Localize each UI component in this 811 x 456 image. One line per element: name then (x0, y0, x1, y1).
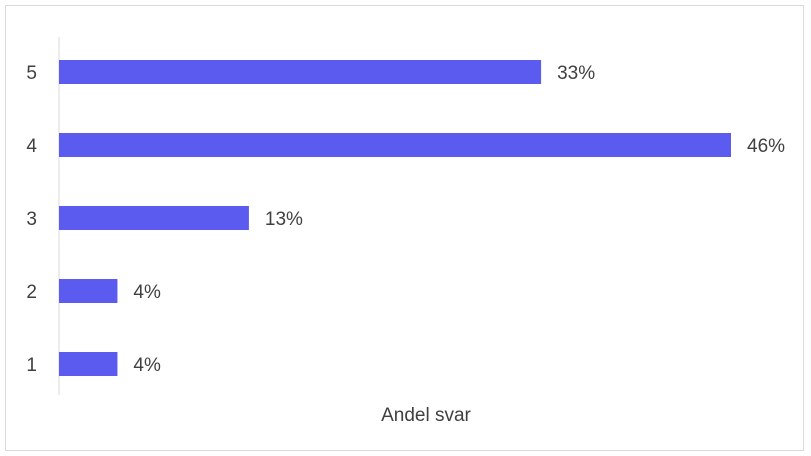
bar-4 (59, 133, 731, 157)
value-labels-group: 33% 46% 13% 4% 4% (133, 63, 785, 376)
bar-2 (59, 279, 118, 303)
category-label-3: 3 (26, 209, 37, 230)
bar-5 (59, 60, 542, 84)
category-label-1: 1 (26, 355, 37, 376)
category-label-4: 4 (26, 136, 37, 157)
category-label-5: 5 (26, 63, 37, 84)
bars-group (59, 60, 731, 376)
bar-1 (59, 352, 118, 376)
value-label-1: 4% (133, 355, 161, 376)
category-label-2: 2 (26, 282, 37, 303)
value-label-4: 46% (747, 136, 785, 157)
value-label-3: 13% (265, 209, 303, 230)
value-label-5: 33% (557, 63, 595, 84)
x-axis-title: Andel svar (381, 405, 471, 426)
value-label-2: 4% (133, 282, 161, 303)
category-labels-group: 5 4 3 2 1 (26, 63, 37, 376)
bar-3 (59, 206, 249, 230)
